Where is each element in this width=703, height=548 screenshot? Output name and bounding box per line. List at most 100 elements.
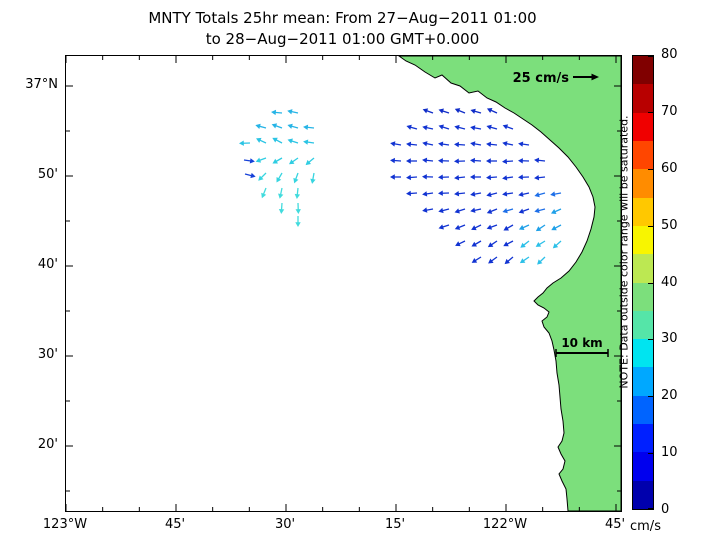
current-vector <box>503 224 514 231</box>
current-vector <box>470 191 482 197</box>
current-vector <box>534 157 546 164</box>
current-vector <box>486 108 498 114</box>
current-vector <box>261 187 267 199</box>
current-vector <box>293 172 299 184</box>
current-vector <box>390 157 402 164</box>
colorbar-tick-label: 20 <box>661 388 678 404</box>
current-vector <box>438 224 450 230</box>
current-vector <box>295 202 301 214</box>
current-vector <box>303 124 315 131</box>
current-vector <box>470 141 482 147</box>
current-vector <box>278 202 285 214</box>
current-vector <box>438 124 450 130</box>
current-vector <box>244 172 256 179</box>
current-vector <box>422 141 434 147</box>
colorbar-bin <box>633 197 653 226</box>
current-vector <box>486 141 498 148</box>
current-vector <box>272 157 283 164</box>
map-area: 25 cm/s 10 km <box>65 55 622 512</box>
colorbar-tick-mark <box>648 56 654 57</box>
x-tick-label: 122°W <box>482 517 528 532</box>
current-vector <box>486 158 497 164</box>
current-vector <box>454 174 466 181</box>
current-vector <box>455 240 466 247</box>
plot-title-line1: MNTY Totals 25hr mean: From 27−Aug−2011 … <box>148 9 537 27</box>
current-vector <box>470 174 481 180</box>
colorbar-bin <box>633 225 653 255</box>
colorbar <box>632 55 654 510</box>
current-vector <box>438 174 450 180</box>
current-vector <box>303 139 315 145</box>
current-vector <box>518 224 530 230</box>
current-vector <box>454 208 466 214</box>
current-vector <box>471 240 482 247</box>
current-vector <box>519 256 530 264</box>
colorbar-tick-label: 0 <box>661 502 670 517</box>
current-vector <box>486 174 498 181</box>
current-vector <box>486 224 498 230</box>
colorbar-bin <box>633 310 653 340</box>
current-vector <box>502 208 514 214</box>
current-vector <box>471 256 482 263</box>
x-tick-label: 30' <box>274 517 296 532</box>
colorbar-tick-mark <box>648 111 654 113</box>
colorbar-tick-label: 50 <box>661 217 678 233</box>
current-vector <box>272 137 283 144</box>
current-vector <box>422 191 434 197</box>
y-tick-label: 37°N <box>25 77 58 92</box>
current-vector <box>438 207 450 214</box>
colorbar-tick-label: 80 <box>661 47 678 62</box>
colorbar-tick-mark <box>648 453 654 455</box>
current-vector <box>406 124 418 130</box>
current-vector <box>454 124 466 131</box>
current-vector <box>502 191 514 197</box>
current-vector <box>486 208 498 214</box>
current-vector <box>438 190 450 196</box>
y-tick-label: 20' <box>37 437 58 452</box>
colorbar-bin <box>633 282 653 311</box>
current-vector <box>438 141 450 147</box>
plot-title-line2: to 28−Aug−2011 01:00 GMT+0.000 <box>205 30 480 48</box>
colorbar-tick-label: 60 <box>661 160 678 176</box>
current-vector <box>295 216 301 227</box>
current-vector <box>502 158 514 165</box>
current-vector <box>422 207 434 213</box>
colorbar-bin <box>633 84 653 113</box>
current-vector <box>503 240 514 247</box>
current-vector <box>502 175 514 181</box>
current-vector <box>534 207 546 214</box>
colorbar-tick-mark <box>648 282 654 284</box>
colorbar-bin <box>633 56 653 85</box>
colorbar-bin <box>633 424 653 453</box>
current-vector <box>406 190 418 197</box>
colorbar-tick-label: 30 <box>661 331 678 347</box>
x-tick-label: 45' <box>164 517 186 532</box>
current-vector <box>276 172 283 183</box>
current-vector <box>310 172 316 184</box>
y-tick-label: 50' <box>37 167 58 182</box>
current-vector <box>422 108 434 114</box>
current-vector <box>550 191 562 197</box>
current-vector <box>255 123 267 130</box>
current-vector <box>271 123 283 129</box>
current-vector <box>488 256 498 264</box>
colorbar-bin <box>633 112 653 141</box>
saturation-note: NOTE: Data outside color range will be s… <box>617 115 631 389</box>
current-vector <box>518 158 530 164</box>
current-vector <box>422 125 434 131</box>
colorbar-unit-label: cm/s <box>630 519 661 534</box>
current-vector <box>534 192 546 198</box>
map-canvas: 25 cm/s 10 km <box>66 56 621 511</box>
current-vector <box>470 157 482 164</box>
map-scalebar <box>555 349 609 357</box>
current-vector <box>470 125 482 131</box>
land-polygon <box>398 56 621 511</box>
current-vector <box>255 157 267 163</box>
current-vector <box>258 172 267 181</box>
current-vector <box>504 256 514 265</box>
current-vector <box>288 157 299 165</box>
current-vector <box>406 141 418 148</box>
current-vector <box>422 157 434 164</box>
current-vector <box>406 174 418 181</box>
